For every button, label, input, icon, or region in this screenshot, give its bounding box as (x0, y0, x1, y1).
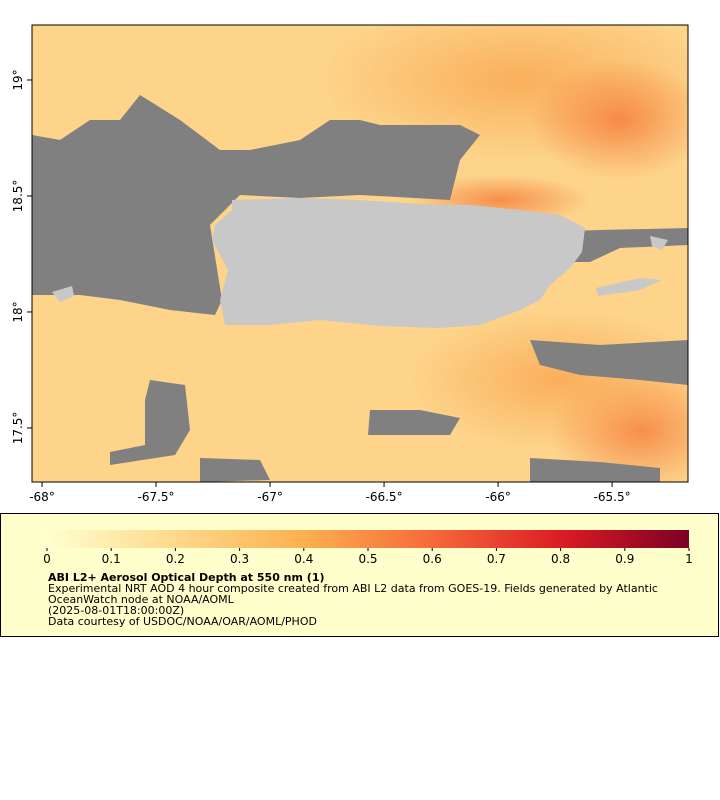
caption-line: Experimental NRT AOD 4 hour composite cr… (48, 582, 658, 595)
caption-line: OceanWatch node at NOAA/AOML (48, 593, 235, 606)
cloud (530, 340, 688, 385)
land (52, 286, 74, 302)
colorbar-tick-label: 0.3 (230, 552, 249, 566)
map-image (32, 25, 688, 482)
colorbar-tick-label: 0.1 (102, 552, 121, 566)
land (596, 278, 662, 296)
colorbar-tick-label: 0.7 (487, 552, 506, 566)
colorbar-tick-label: 1 (685, 552, 693, 566)
colorbar-tick-label: 0.6 (423, 552, 442, 566)
aerosol-patch (530, 60, 688, 180)
x-tick-label: -66° (485, 490, 511, 504)
cloud (32, 95, 480, 315)
land (650, 236, 668, 250)
caption-line: (2025-08-01T18:00:00Z) (48, 604, 184, 617)
x-tick-label: -68° (29, 490, 55, 504)
y-tick-label: 19° (11, 69, 25, 90)
y-tick-label: 17.5° (11, 412, 25, 445)
x-tick-label: -67° (257, 490, 283, 504)
y-tick-label: 18° (11, 301, 25, 322)
y-tick-label: 18.5° (11, 180, 25, 213)
colorbar-tick-label: 0.9 (615, 552, 634, 566)
cloud (368, 410, 460, 435)
colorbar-tick-label: 0.5 (358, 552, 377, 566)
x-tick-label: -66.5° (366, 490, 403, 504)
cloud (530, 458, 660, 482)
colorbar-tick-label: 0.2 (166, 552, 185, 566)
x-tick-label: -67.5° (138, 490, 175, 504)
x-tick-label: -65.5° (594, 490, 631, 504)
colorbar-tick-label: 0.4 (294, 552, 313, 566)
colorbar-tick-label: 0 (43, 552, 51, 566)
colorbar-tick-label: 0.8 (551, 552, 570, 566)
land (212, 198, 585, 328)
caption-title: ABI L2+ Aerosol Optical Depth at 550 nm … (48, 571, 325, 584)
cloud (110, 380, 190, 465)
colorbar (47, 530, 689, 548)
cloud (200, 458, 270, 482)
plot-frame (31, 24, 689, 483)
caption-line: Data courtesy of USDOC/NOAA/OAR/AOML/PHO… (48, 615, 317, 628)
